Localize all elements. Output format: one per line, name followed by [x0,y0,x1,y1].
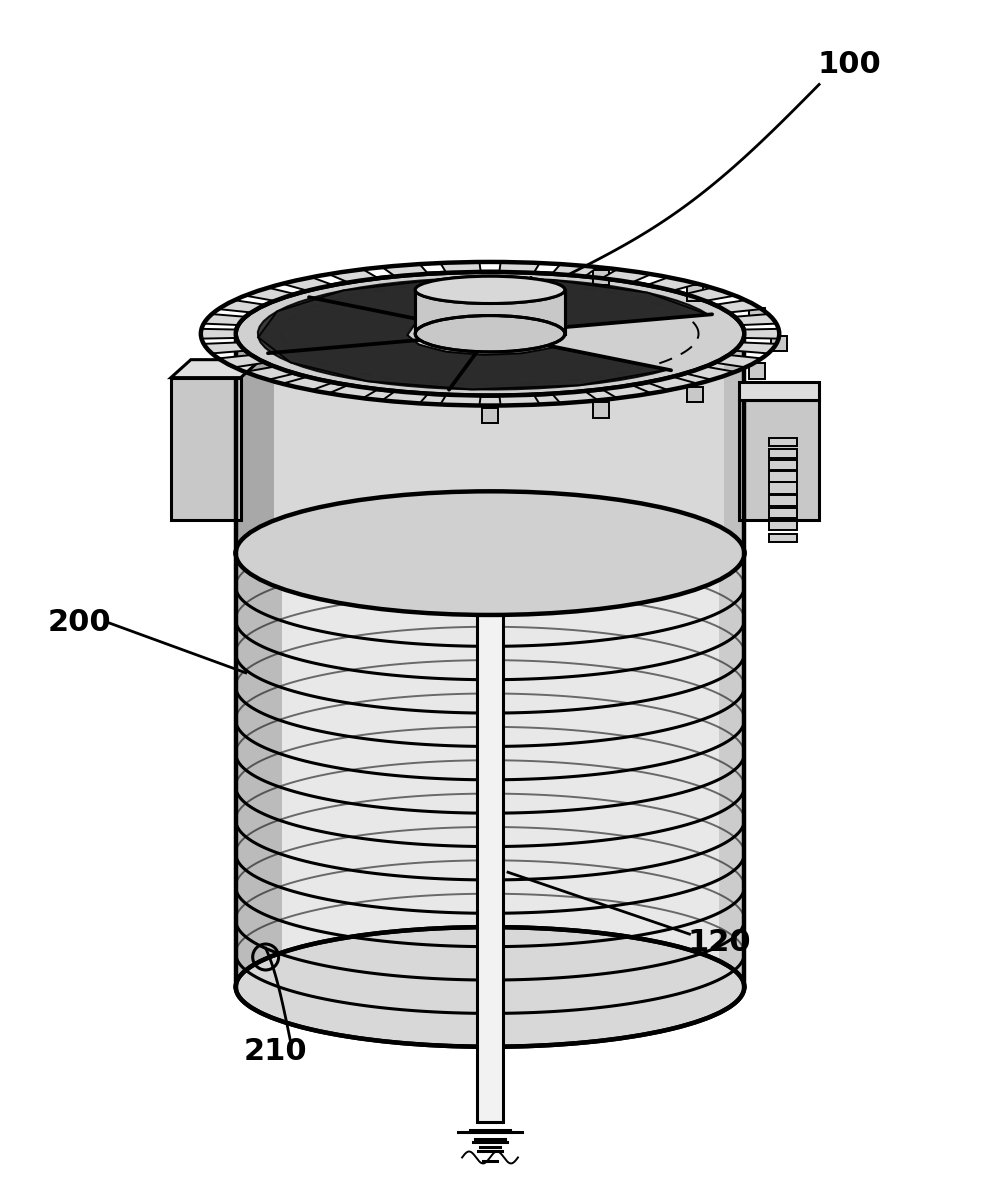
Bar [686,386,702,402]
Bar [768,521,796,531]
Polygon shape [328,385,378,398]
Polygon shape [219,355,265,367]
Polygon shape [272,340,475,389]
Bar [768,470,796,482]
Polygon shape [440,395,480,405]
Polygon shape [312,278,530,320]
Polygon shape [734,314,775,325]
Polygon shape [498,262,540,273]
Polygon shape [171,360,261,378]
Bar [592,402,608,417]
Bar [768,460,796,469]
Text: 200: 200 [47,609,111,638]
Polygon shape [646,377,697,390]
Polygon shape [646,277,697,291]
Polygon shape [204,343,245,354]
Polygon shape [743,328,777,338]
Bar [768,508,796,518]
Polygon shape [552,391,598,403]
Text: 120: 120 [687,928,750,956]
Polygon shape [449,348,667,390]
Polygon shape [382,265,427,277]
Polygon shape [498,395,540,405]
Polygon shape [245,367,295,380]
Ellipse shape [236,928,743,1047]
Bar [768,438,796,445]
Bar [768,494,796,506]
Bar [236,553,281,986]
Polygon shape [714,300,761,313]
Text: 210: 210 [244,1037,307,1066]
Polygon shape [219,300,265,313]
Polygon shape [684,288,734,301]
Polygon shape [258,279,708,390]
Bar [236,333,274,553]
Ellipse shape [415,277,565,303]
Bar [718,553,743,986]
Bar [476,314,503,553]
Bar [415,290,565,333]
Ellipse shape [236,491,743,615]
Polygon shape [328,269,378,283]
Polygon shape [602,269,651,283]
Polygon shape [245,288,295,301]
Bar [768,482,796,494]
Polygon shape [684,367,734,380]
Polygon shape [738,399,818,520]
Bar [723,333,743,553]
Bar [770,336,786,351]
Bar [768,534,796,543]
Bar [236,333,743,553]
Polygon shape [204,314,245,325]
Polygon shape [282,377,333,390]
Ellipse shape [236,272,743,396]
Polygon shape [714,355,761,367]
Bar [592,269,608,285]
Polygon shape [440,262,480,273]
Bar [236,553,743,986]
Ellipse shape [415,315,565,352]
Polygon shape [602,385,651,398]
Bar [476,553,503,1121]
Polygon shape [382,391,427,403]
Polygon shape [282,277,333,291]
Polygon shape [552,265,598,277]
Text: 100: 100 [816,51,880,79]
Polygon shape [504,279,708,326]
Polygon shape [258,298,426,352]
Bar [686,285,702,301]
Polygon shape [734,343,775,354]
Bar [748,308,764,324]
Ellipse shape [415,277,565,303]
Polygon shape [202,328,236,338]
Bar [748,363,764,379]
Polygon shape [171,378,241,520]
Bar [481,408,497,423]
Bar [768,449,796,457]
Polygon shape [738,381,818,399]
